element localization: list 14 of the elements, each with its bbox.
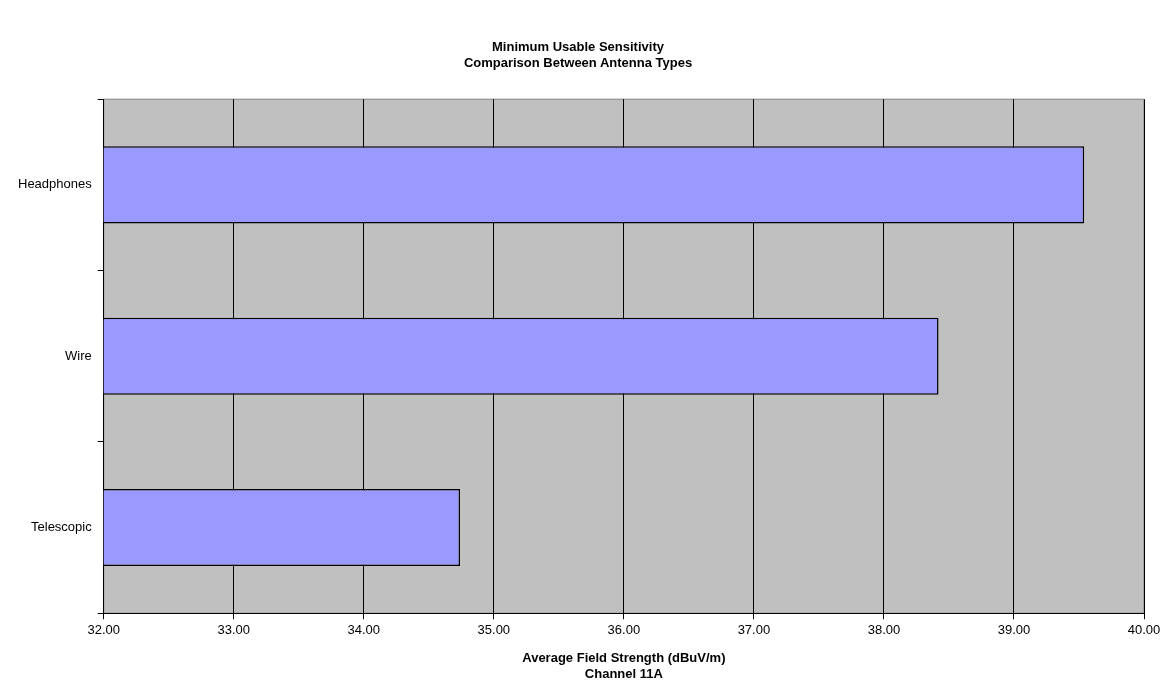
x-tick-label: 40.00 [1127, 621, 1161, 637]
x-tick-label: 33.00 [217, 621, 251, 637]
y-tick-label: Headphones [17, 176, 93, 192]
x-tick-label: 39.00 [997, 621, 1031, 637]
x-tick-label: 35.00 [477, 621, 511, 637]
x-tick-label: 36.00 [607, 621, 641, 637]
x-axis-title: Average Field Strength (dBuV/m) Channel 11A [522, 650, 726, 681]
x-tick-label: 32.00 [87, 621, 120, 637]
chart-title: Minimum Usable Sensitivity Comparison Between Antenna Types [463, 39, 693, 70]
x-tick-label: 37.00 [737, 621, 771, 637]
y-tick-label: Wire [65, 347, 92, 363]
x-tick-label: 34.00 [347, 621, 381, 637]
y-tick-label: Telescopic [31, 519, 93, 535]
x-tick-label: 38.00 [867, 621, 901, 637]
